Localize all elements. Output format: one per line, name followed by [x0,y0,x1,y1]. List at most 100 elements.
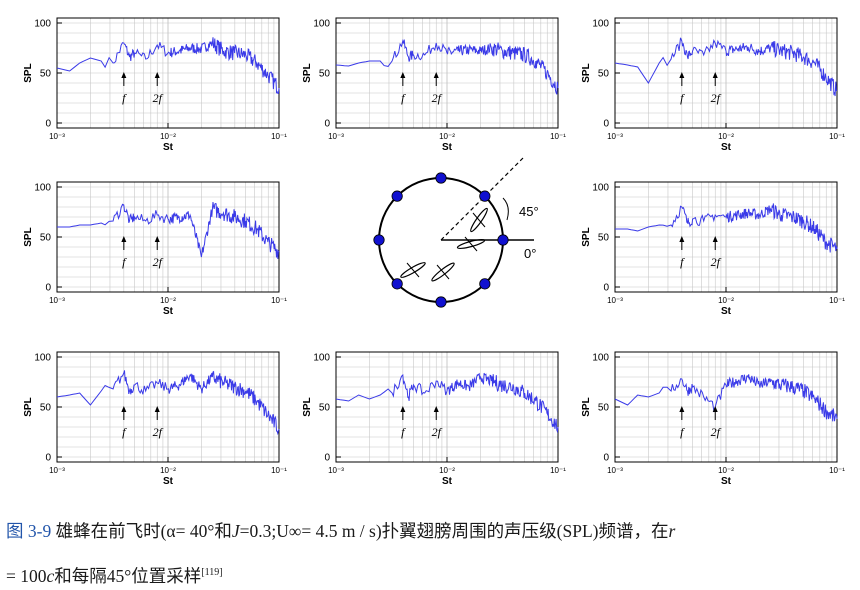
y-tick-label: 100 [313,353,330,364]
harmonic-label: 2f [432,425,443,439]
y-tick-label: 50 [40,233,52,244]
y-tick-label: 0 [45,453,51,464]
x-tick-label: 10⁻³ [49,296,65,305]
x-tick-label: 10⁻³ [607,296,623,305]
y-axis-label: SPL [581,227,592,246]
spl-panel-top-center: 0 50 100 10⁻³ 10⁻² 10⁻¹ St SPL f 2f [302,17,566,153]
annotation-arrow-head [679,406,685,412]
annotation-arrow-head [121,406,127,412]
wing-stroke-mark [406,262,420,278]
y-tick-label: 50 [40,403,52,414]
x-tick-label: 10⁻¹ [550,132,566,141]
x-axis-label: St [442,142,453,153]
annotation-arrow-head [433,72,439,78]
spl-panel-bottom-right: 0 50 100 10⁻³ 10⁻² 10⁻¹ St SPL f 2f [581,351,845,487]
y-tick-label: 0 [324,119,330,130]
x-tick-label: 10⁻¹ [829,132,845,141]
x-axis-label: St [163,142,174,153]
x-tick-label: 10⁻² [718,466,734,475]
caption-text-3: = 100 [6,566,47,586]
harmonic-label: f [122,425,127,439]
x-tick-label: 10⁻² [439,466,455,475]
annotation-arrow-head [712,72,718,78]
figure-label: 图 3-9 [6,521,52,541]
spl-series-line [57,201,280,259]
y-axis-label: SPL [23,63,34,82]
y-tick-label: 50 [598,69,610,80]
harmonic-label: 2f [711,91,722,105]
x-tick-label: 10⁻¹ [550,466,566,475]
y-tick-label: 50 [598,233,610,244]
spl-figure: 0 50 100 10⁻³ 10⁻² 10⁻¹ St SPL f 2f 0 50 100 10⁻³ 10⁻²… [23,17,845,487]
annotation-arrow-head [154,72,160,78]
y-tick-label: 100 [313,19,330,30]
y-tick-label: 0 [603,453,609,464]
x-axis-label: St [442,476,453,487]
y-tick-label: 100 [34,19,51,30]
caption-line-2: = 100c和每隔45°位置采样[119] [6,560,856,589]
y-tick-label: 0 [324,453,330,464]
x-axis-label: St [163,306,174,317]
annotation-arrow-head [121,72,127,78]
caption-reference: [119] [201,567,223,578]
annotation-arrow-head [400,72,406,78]
y-axis-label: SPL [581,63,592,82]
y-axis-label: SPL [302,397,313,416]
y-axis-label: SPL [581,397,592,416]
x-axis-label: St [721,142,732,153]
harmonic-label: 2f [711,255,722,269]
caption-text-1: 雄蜂在前飞时(α= 40°和 [51,521,232,541]
x-tick-label: 10⁻² [160,132,176,141]
x-tick-label: 10⁻² [718,132,734,141]
x-axis-label: St [721,306,732,317]
y-tick-label: 100 [592,183,609,194]
harmonic-label: 2f [153,91,164,105]
annotation-arrow-head [712,236,718,242]
harmonic-label: f [680,91,685,105]
x-tick-label: 10⁻¹ [271,132,287,141]
measurement-point-marker [435,172,447,184]
angle-label-45: 45° [519,204,539,219]
x-tick-label: 10⁻³ [49,132,65,141]
caption-text-4: 和每隔45°位置采样 [54,566,202,586]
caption-var-j: J [231,521,240,541]
annotation-arrow-head [121,236,127,242]
angle-arc [502,197,509,221]
spl-series-line [335,372,559,434]
annotation-arrow-head [433,406,439,412]
wing-section-icon [456,238,486,250]
y-tick-label: 50 [598,403,610,414]
x-tick-label: 10⁻² [160,296,176,305]
spl-panel-middle-left: 0 50 100 10⁻³ 10⁻² 10⁻¹ St SPL f 2f [23,181,287,317]
x-axis-label: St [721,476,732,487]
spl-series-line [615,203,838,253]
wing-stroke-mark [436,264,450,280]
annotation-arrow-head [400,406,406,412]
wing-section-icon [470,207,488,233]
y-axis-label: SPL [302,63,313,82]
caption-var-c: c [46,566,55,586]
annotation-arrow-head [679,236,685,242]
harmonic-label: 2f [711,425,722,439]
y-axis-label: SPL [23,397,34,416]
harmonic-label: f [401,425,406,439]
x-tick-label: 10⁻² [160,466,176,475]
measurement-point-marker [435,296,447,308]
x-tick-label: 10⁻² [439,132,455,141]
y-tick-label: 0 [603,119,609,130]
x-tick-label: 10⁻³ [607,132,623,141]
x-tick-label: 10⁻³ [328,132,344,141]
y-tick-label: 50 [319,403,331,414]
wing-stroke-mark [472,212,486,228]
annotation-arrow-head [712,406,718,412]
spl-panel-bottom-left: 0 50 100 10⁻³ 10⁻² 10⁻¹ St SPL f 2f [23,351,287,487]
spl-series-line [56,370,280,436]
measurement-point-marker [479,190,491,202]
harmonic-label: 2f [432,91,443,105]
annotation-arrow-head [154,406,160,412]
measurement-point-marker [373,234,385,246]
y-tick-label: 100 [592,353,609,364]
x-tick-label: 10⁻³ [328,466,344,475]
measurement-point-marker [391,190,403,202]
harmonic-label: f [122,91,127,105]
